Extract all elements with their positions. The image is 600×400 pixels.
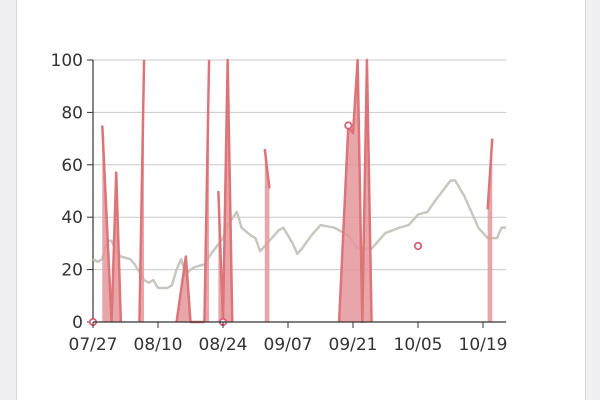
red-series-line: [486, 138, 494, 210]
y-tick-label: 100: [51, 51, 83, 71]
y-tick-label: 60: [61, 156, 83, 176]
gray-series-line: [92, 179, 507, 290]
x-tick-label: 09/21: [329, 335, 378, 355]
y-tick-label: 0: [72, 313, 83, 333]
x-tick-label: 07/27: [69, 335, 118, 355]
x-tick-label: 08/10: [134, 335, 183, 355]
y-tick-label: 80: [61, 103, 83, 123]
red-series-line: [217, 58, 234, 324]
red-series-line: [101, 125, 113, 323]
red-series-area: [264, 149, 270, 322]
x-tick-label: 09/07: [264, 335, 313, 355]
data-point-marker: [413, 241, 423, 251]
red-series-line: [110, 171, 123, 323]
data-point-marker: [344, 121, 353, 130]
red-series-area: [176, 256, 205, 322]
red-series-line: [203, 59, 211, 323]
red-series-line: [263, 148, 271, 189]
red-series-area: [487, 138, 493, 322]
x-tick-label: 10/19: [459, 335, 508, 355]
x-tick-label: 08/24: [199, 335, 248, 355]
y-tick-label: 20: [61, 261, 83, 281]
red-series-line: [138, 59, 146, 323]
y-tick-label: 40: [61, 208, 83, 228]
x-tick-label: 10/05: [394, 335, 443, 355]
